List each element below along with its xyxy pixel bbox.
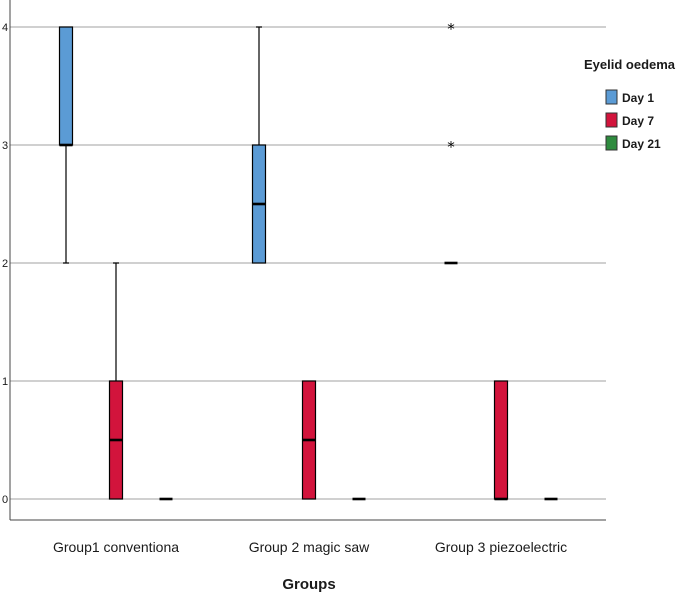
x-category-label: Group1 conventiona bbox=[53, 539, 179, 555]
y-tick-label: 3 bbox=[2, 140, 8, 152]
outlier-marker: * bbox=[447, 138, 455, 156]
legend-label: Day 7 bbox=[622, 114, 654, 128]
legend-swatch bbox=[605, 89, 618, 105]
x-axis-title: Groups bbox=[282, 576, 335, 593]
legend-title: Eyelid oedema bbox=[584, 57, 676, 72]
x-category-label: Group 3 piezoelectric bbox=[435, 539, 567, 555]
legend-swatch bbox=[605, 135, 618, 151]
legend-swatch bbox=[605, 112, 618, 128]
y-tick-label: 0 bbox=[2, 494, 8, 506]
legend-label: Day 1 bbox=[622, 91, 654, 105]
x-category-label: Group 2 magic saw bbox=[249, 539, 370, 555]
legend: Eyelid oedema Day 1 Day 7 Day 21 bbox=[584, 57, 676, 151]
y-tick-label: 2 bbox=[2, 258, 8, 270]
box-day-7 bbox=[493, 380, 509, 500]
outlier-marker: * bbox=[447, 20, 455, 38]
box-day-1 bbox=[58, 26, 74, 146]
y-tick-label: 4 bbox=[2, 22, 8, 34]
axes: 0 1 2 3 4 Group1 conventiona Group 2 magic saw… bbox=[2, 0, 606, 555]
legend-label: Day 21 bbox=[622, 137, 661, 151]
y-tick-label: 1 bbox=[2, 376, 8, 388]
boxes: ** bbox=[58, 20, 558, 501]
